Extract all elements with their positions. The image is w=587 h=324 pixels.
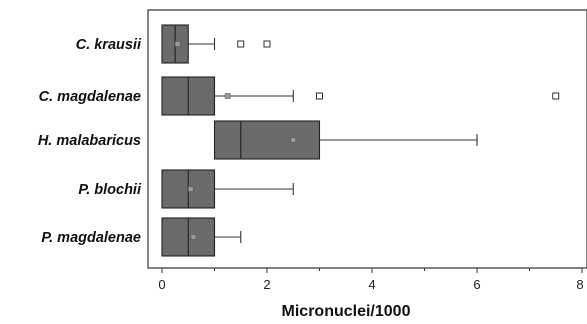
category-label: P. blochii xyxy=(78,182,142,198)
outlier-point xyxy=(263,40,271,48)
x-axis-title: Micronuclei/1000 xyxy=(282,303,411,320)
boxes-layer xyxy=(161,24,560,257)
mean-marker xyxy=(290,137,297,143)
x-tick-label: 6 xyxy=(473,277,480,292)
outlier-point xyxy=(237,40,245,48)
category-label: C. krausii xyxy=(76,37,142,53)
box-group xyxy=(161,24,271,64)
category-labels: C. krausii C. magdalenae H. malabaricus P. … xyxy=(38,37,142,246)
mean-marker xyxy=(190,234,197,240)
mean-marker xyxy=(174,41,181,47)
mean-marker xyxy=(224,93,231,99)
category-label: H. malabaricus xyxy=(38,133,141,149)
outlier-point xyxy=(316,92,323,100)
mean-marker xyxy=(188,186,194,192)
x-axis: 0 2 4 6 8 xyxy=(158,268,584,292)
box-group xyxy=(213,120,478,160)
outlier-point xyxy=(552,92,560,100)
box-group xyxy=(161,76,560,116)
x-tick-label: 4 xyxy=(368,277,375,292)
plot-frame xyxy=(147,9,587,269)
x-tick-label: 2 xyxy=(263,277,270,292)
category-label: C. magdalenae xyxy=(39,89,141,105)
box-group xyxy=(161,169,294,209)
x-tick-label: 0 xyxy=(158,277,165,292)
category-label: P. magdalenae xyxy=(41,230,141,246)
box-group xyxy=(161,217,242,257)
x-tick-label: 8 xyxy=(576,277,583,292)
box xyxy=(213,120,321,160)
